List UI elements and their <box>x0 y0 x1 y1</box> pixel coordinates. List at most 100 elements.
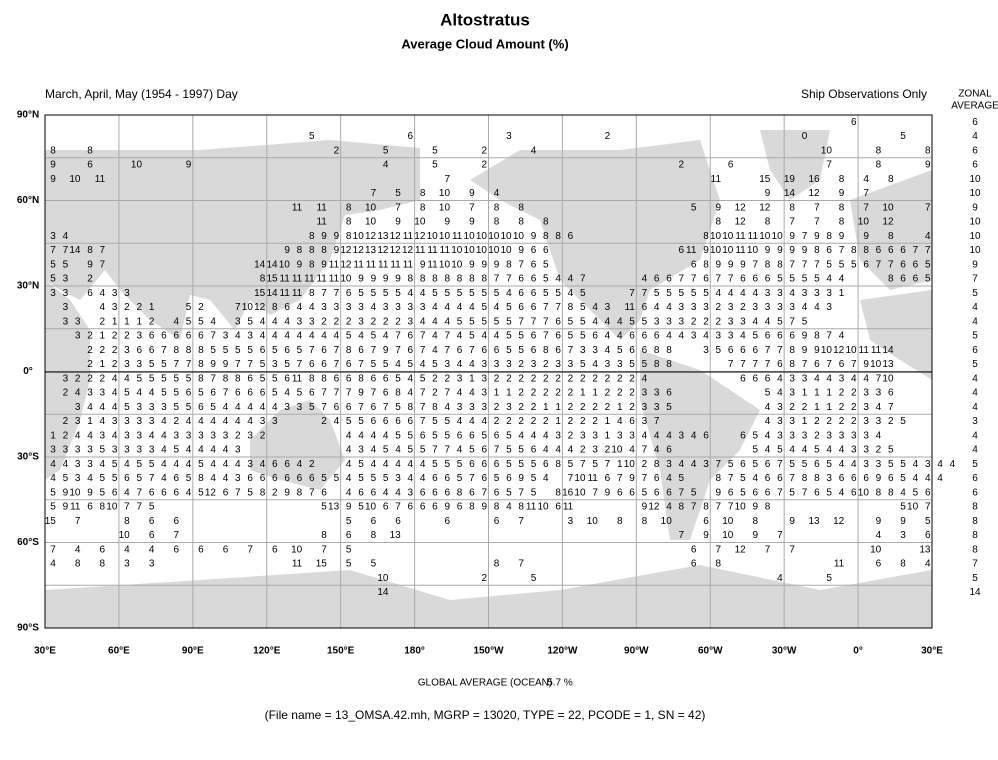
cell-value: 3 <box>642 402 648 413</box>
cell-value: 6 <box>260 388 266 399</box>
cell-value: 4 <box>925 559 931 570</box>
cell-value: 4 <box>223 416 229 427</box>
cell-value: 5 <box>358 502 364 513</box>
cell-value: 3 <box>235 445 241 456</box>
cell-value: 6 <box>432 487 438 498</box>
cell-value: 8 <box>876 145 882 156</box>
cell-value: 4 <box>716 288 722 299</box>
cell-value: 8 <box>814 473 820 484</box>
cell-value: 3 <box>444 359 450 370</box>
cell-value: 11 <box>859 345 870 356</box>
cell-value: 5 <box>925 274 931 285</box>
cell-value: 4 <box>223 473 229 484</box>
cell-value: 12 <box>735 544 747 555</box>
cell-value: 10 <box>365 217 377 228</box>
cell-value: 4 <box>346 459 352 470</box>
lon-label: 90°E <box>182 646 204 657</box>
cell-value: 2 <box>371 316 377 327</box>
cell-value: 5 <box>703 288 709 299</box>
cell-value: 6 <box>839 359 845 370</box>
zonal-average: 4 <box>972 131 978 142</box>
cell-value: 3 <box>629 430 635 441</box>
cell-value: 6 <box>383 416 389 427</box>
title: Altostratus <box>440 10 530 29</box>
cell-value: 3 <box>457 402 463 413</box>
cell-value: 1 <box>605 416 611 427</box>
cell-value: 3 <box>580 430 586 441</box>
cell-value: 7 <box>802 487 808 498</box>
cell-value: 6 <box>629 416 635 427</box>
cell-value: 2 <box>802 402 808 413</box>
cell-value: 3 <box>161 402 167 413</box>
cell-value: 3 <box>210 430 216 441</box>
cell-value: 5 <box>752 430 758 441</box>
cell-value: 8 <box>260 274 266 285</box>
cell-value: 7 <box>297 359 303 370</box>
cell-value: 11 <box>735 245 746 256</box>
cell-value: 5 <box>457 316 463 327</box>
cell-value: 3 <box>765 288 771 299</box>
cell-value: 4 <box>358 331 364 342</box>
cell-value: 4 <box>75 544 81 555</box>
cell-value: 3 <box>789 416 795 427</box>
cell-value: 5 <box>531 487 537 498</box>
cell-value: 5 <box>346 331 352 342</box>
cell-value: 4 <box>75 388 81 399</box>
cell-value: 5 <box>629 359 635 370</box>
cell-value: 7 <box>223 388 229 399</box>
cell-value: 5 <box>173 445 179 456</box>
cell-value: 6 <box>900 274 906 285</box>
cell-value: 15 <box>45 516 57 527</box>
cell-value: 7 <box>100 259 106 270</box>
cell-value: 8 <box>703 502 709 513</box>
cell-value: 7 <box>420 345 426 356</box>
cell-value: 10 <box>119 530 131 541</box>
cell-value: 4 <box>592 316 598 327</box>
cell-value: 2 <box>112 331 118 342</box>
cell-value: 6 <box>494 430 500 441</box>
cell-value: 1 <box>136 316 142 327</box>
cell-value: 6 <box>531 445 537 456</box>
cell-value: 12 <box>402 245 414 256</box>
cell-value: 4 <box>297 331 303 342</box>
cell-value: 4 <box>851 459 857 470</box>
cell-value: 9 <box>297 259 303 270</box>
cell-value: 11 <box>329 274 340 285</box>
cell-value: 4 <box>457 302 463 313</box>
cell-value: 6 <box>777 331 783 342</box>
cell-value: 6 <box>814 359 820 370</box>
cell-value: 3 <box>173 430 179 441</box>
cell-value: 7 <box>371 345 377 356</box>
cell-value: 4 <box>383 331 389 342</box>
cell-value: 6 <box>543 459 549 470</box>
cell-value: 3 <box>839 373 845 384</box>
cell-value: 5 <box>272 345 278 356</box>
cell-value: 9 <box>789 231 795 242</box>
cell-value: 6 <box>531 345 537 356</box>
cell-value: 6 <box>740 373 746 384</box>
cell-value: 3 <box>358 316 364 327</box>
cell-value: 7 <box>395 345 401 356</box>
cell-value: 9 <box>50 174 56 185</box>
cell-value: 5 <box>629 316 635 327</box>
cell-value: 5 <box>432 359 438 370</box>
cell-value: 11 <box>686 245 697 256</box>
cell-value: 8 <box>863 245 869 256</box>
lat-label: 60°N <box>17 195 39 206</box>
cell-value: 5 <box>518 445 524 456</box>
cell-value: 2 <box>543 373 549 384</box>
cell-value: 6 <box>728 487 734 498</box>
cell-value: 8 <box>432 274 438 285</box>
cell-value: 4 <box>543 445 549 456</box>
cell-value: 2 <box>642 459 648 470</box>
cell-value: 5 <box>913 487 919 498</box>
cell-value: 7 <box>100 245 106 256</box>
cell-value: 4 <box>112 430 118 441</box>
cell-value: 2 <box>629 402 635 413</box>
cell-value: 3 <box>198 430 204 441</box>
cell-value: 1 <box>592 388 598 399</box>
cell-value: 5 <box>284 359 290 370</box>
cell-value: 9 <box>87 259 93 270</box>
cell-value: 9 <box>494 259 500 270</box>
cell-value: 4 <box>100 288 106 299</box>
